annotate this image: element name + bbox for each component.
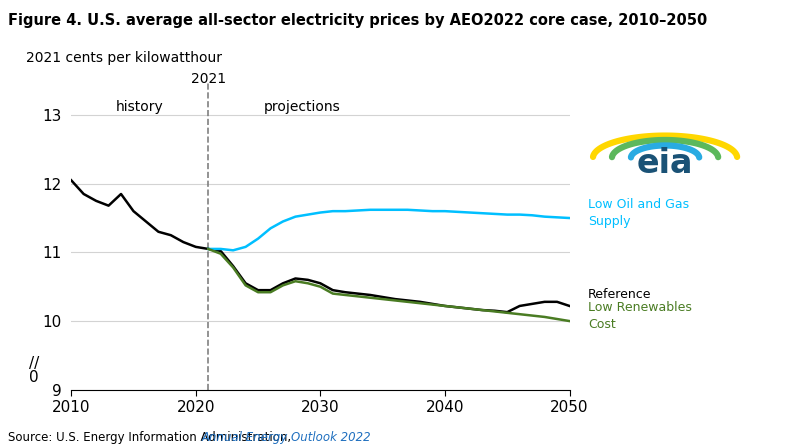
Text: projections: projections	[263, 100, 340, 114]
Text: history: history	[115, 100, 164, 114]
Text: Annual Energy Outlook 2022: Annual Energy Outlook 2022	[202, 431, 371, 444]
Text: Low Renewables
Cost: Low Renewables Cost	[589, 301, 692, 331]
Text: //: //	[28, 356, 39, 371]
Text: Figure 4. U.S. average all-sector electricity prices by AEO2022 core case, 2010–: Figure 4. U.S. average all-sector electr…	[8, 13, 707, 28]
Text: 2021: 2021	[191, 72, 225, 86]
Text: Source: U.S. Energy Information Administration,: Source: U.S. Energy Information Administ…	[8, 431, 295, 444]
Text: 2021 cents per kilowatthour: 2021 cents per kilowatthour	[26, 51, 222, 65]
Text: Reference: Reference	[589, 289, 652, 302]
Text: eia: eia	[637, 146, 694, 180]
Text: Low Oil and Gas
Supply: Low Oil and Gas Supply	[589, 198, 689, 228]
Text: 0: 0	[29, 370, 39, 385]
